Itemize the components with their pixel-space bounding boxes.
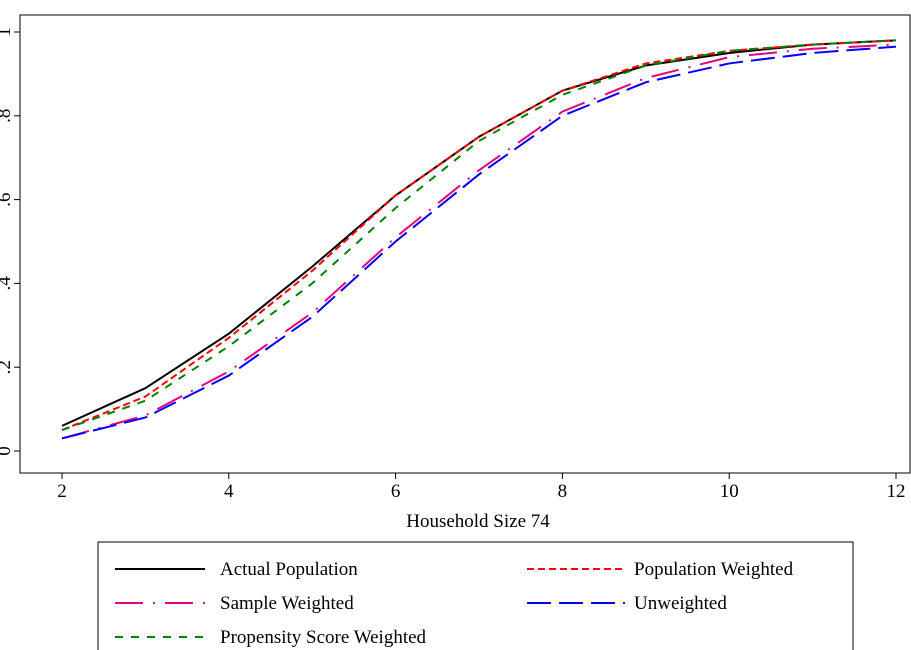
series-line (61, 39, 897, 431)
y-tick-label: 1 (0, 27, 15, 37)
legend-label: Sample Weighted (220, 593, 354, 614)
plot-frame (19, 14, 911, 474)
series-line (61, 39, 897, 427)
x-tick-label: 6 (391, 481, 401, 502)
x-tick-label: 10 (720, 481, 739, 502)
legend-label: Actual Population (220, 559, 358, 580)
y-tick-label: .2 (0, 360, 15, 374)
x-tick-label: 4 (224, 481, 234, 502)
series-line (61, 39, 897, 431)
y-tick-label: .6 (0, 192, 15, 206)
x-tick-label: 12 (887, 481, 906, 502)
legend-label: Population Weighted (634, 559, 794, 580)
x-tick-label: 8 (558, 481, 568, 502)
series-line (61, 45, 897, 440)
y-tick-label: .4 (0, 276, 15, 291)
legend-box (97, 541, 854, 650)
x-tick-label: 2 (57, 481, 67, 502)
y-tick-label: 0 (0, 446, 15, 456)
y-tick-label: .8 (0, 109, 15, 123)
legend-label: Unweighted (634, 593, 727, 614)
x-axis-label: Household Size 74 (406, 511, 550, 532)
legend-label: Propensity Score Weighted (220, 627, 427, 648)
series-line (61, 43, 897, 440)
